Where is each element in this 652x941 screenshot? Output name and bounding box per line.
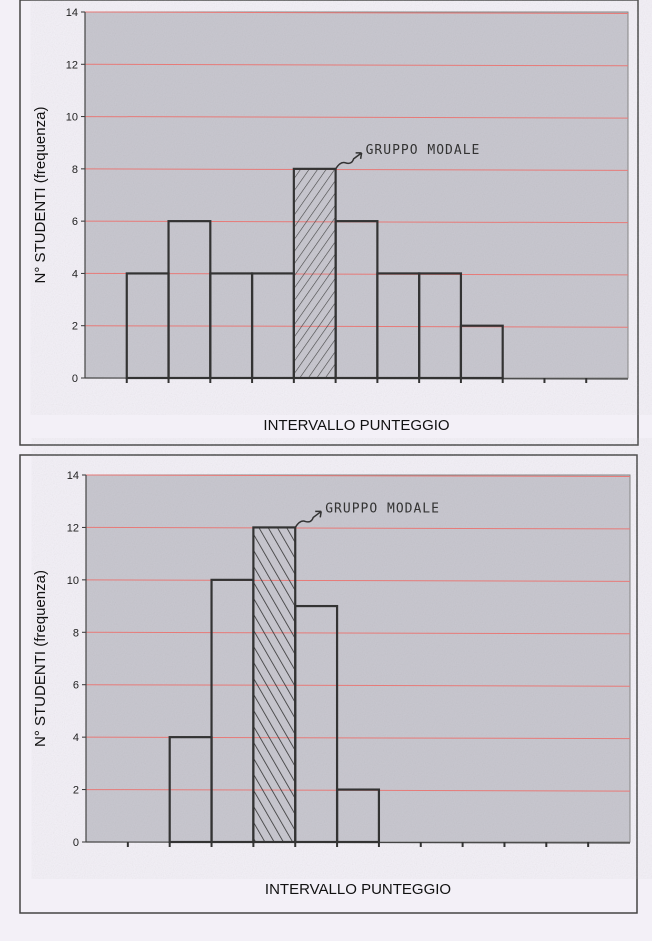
y-tick-label: 2 [73,785,79,797]
modal-bar [292,167,337,380]
y-tick-label: 8 [73,627,79,639]
x-axis-label: INTERVALLO PUNTEGGIO [263,417,449,434]
bar [294,604,339,844]
gridline [84,325,629,328]
gridline [84,116,629,119]
gridline [85,526,631,530]
annotation-arrow [294,510,322,528]
y-tick-label: 12 [66,59,78,71]
annotation-text: GRUPPO MODALE [325,501,440,516]
gridline [85,684,631,687]
gridline [85,474,631,477]
y-tick-label: 14 [67,470,79,482]
plot-area [84,11,629,379]
y-tick-label: 14 [66,7,78,19]
gridline [84,63,629,67]
x-axis-label: INTERVALLO PUNTEGGIO [265,881,451,898]
modal-bar [252,526,297,844]
bar [459,324,504,380]
y-tick-label: 8 [72,164,78,176]
y-tick-label: 2 [72,321,78,333]
annotation-arrow [334,152,363,170]
plot-area [85,474,631,843]
gridline [84,11,629,14]
y-axis-label: N° STUDENTI (frequenza) [32,570,49,747]
y-tick-label: 4 [73,732,79,744]
chart-1: 0 2 4 6 8 10 12 14 GRUPPO MODALE INTERVALLO PUNTE… [19,0,639,446]
y-axis-label: N° STUDENTI (frequenza) [32,107,49,284]
annotation-text: GRUPPO MODALE [366,143,481,158]
y-tick-label: 6 [73,680,79,692]
y-tick-label: 12 [67,522,79,534]
y-tick-label: 6 [72,216,78,228]
y-tick-label: 0 [73,837,79,849]
gridline [84,272,629,276]
gridline [85,631,631,635]
y-tick-label: 0 [72,373,78,385]
y-tick-label: 10 [67,575,79,587]
chart-2: 0 2 4 6 8 10 12 14 GRUPPO MODALE INTERVALLO PUNTE… [19,454,638,914]
y-tick-label: 10 [66,112,78,124]
gridline [84,168,629,171]
y-tick-label: 4 [72,268,78,280]
gridline [85,579,631,582]
bar [335,788,381,844]
